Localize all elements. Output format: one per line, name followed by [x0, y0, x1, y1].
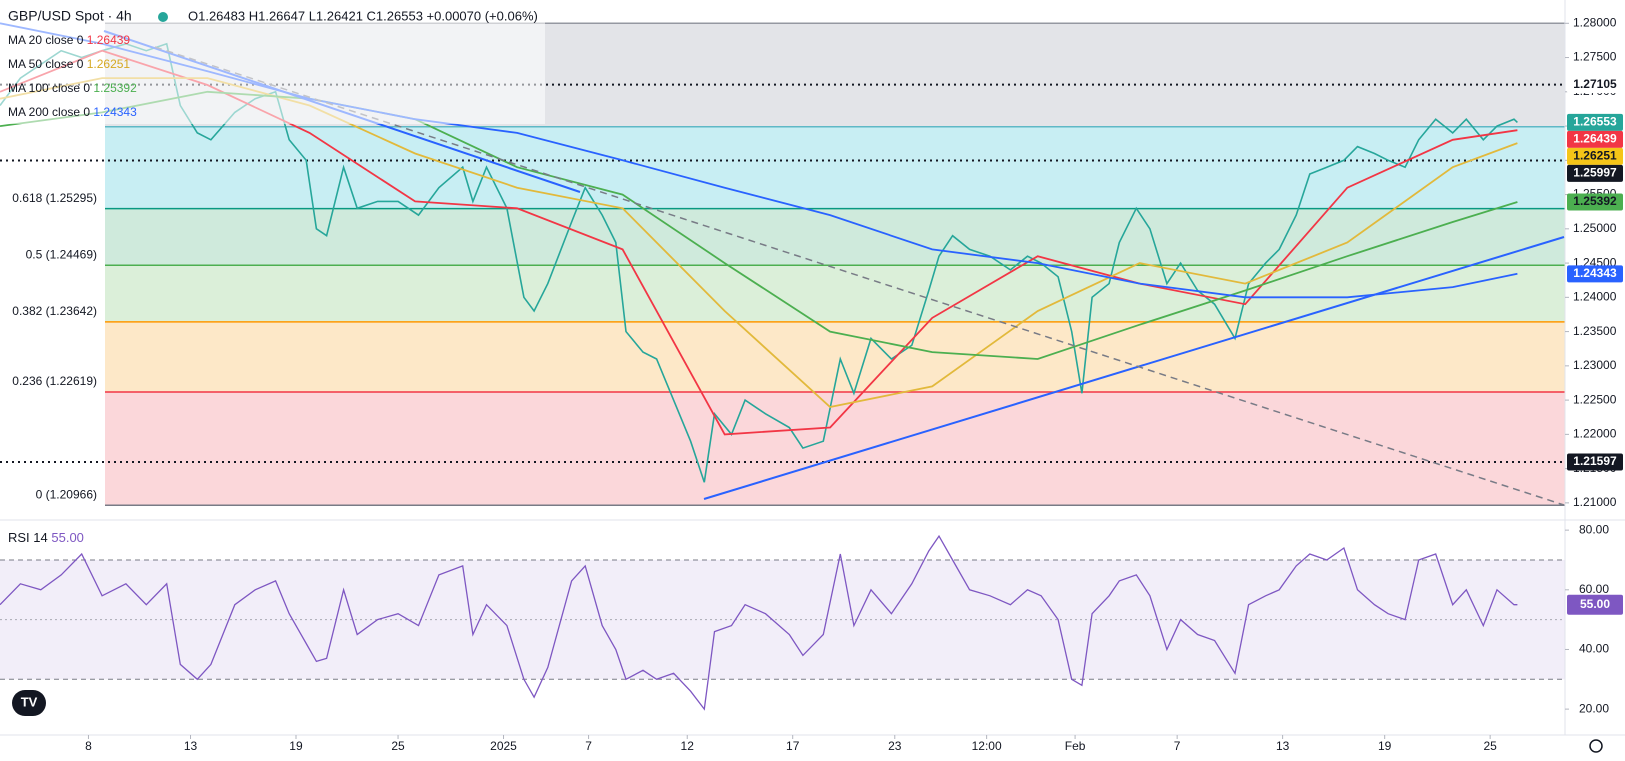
x-tick-label: 13	[1276, 739, 1290, 753]
ma-name: MA 20 close 0	[8, 33, 84, 47]
ma-name: MA 200 close 0	[8, 105, 90, 119]
ma-legend: MA 20 close 0 1.26439	[8, 33, 130, 47]
price-badge	[1567, 113, 1623, 131]
y-tick-label: 80.00	[1579, 522, 1609, 536]
fib-band	[105, 391, 1565, 506]
price-badge	[1567, 147, 1623, 165]
trend-line	[703, 236, 1565, 500]
x-tick-label: 25	[1483, 739, 1497, 753]
x-tick-label: 12	[681, 739, 695, 753]
ma-legend: MA 200 close 0 1.24343	[8, 105, 137, 119]
fib-band	[105, 321, 1565, 392]
y-tick-label: 1.28000	[1573, 15, 1617, 29]
legend-background	[0, 2, 545, 124]
y-tick-label: 40.00	[1579, 642, 1609, 656]
x-tick-label: 19	[1378, 739, 1392, 753]
overlay: 1.280001.275001.270001.265001.260001.255…	[85, 15, 1623, 753]
price-line-series	[0, 42, 1518, 483]
x-tick-label: 23	[888, 739, 902, 753]
x-tick-label: 25	[391, 739, 405, 753]
price-badge-label: 1.26553	[1573, 115, 1617, 129]
x-tick-label: 13	[184, 739, 198, 753]
y-tick-label: 1.22000	[1573, 427, 1617, 441]
settings-icon[interactable]	[1589, 739, 1603, 753]
logo: TV	[12, 690, 46, 716]
ma-value: 1.26439	[87, 33, 131, 47]
x-tick-label: 8	[85, 739, 92, 753]
rsi-badge	[1567, 594, 1623, 615]
price-badge	[1567, 76, 1623, 94]
price-badge	[1567, 164, 1623, 182]
rsi-name: RSI 14	[8, 530, 48, 545]
fib-band	[105, 265, 1565, 322]
plot	[0, 22, 1565, 711]
price-badge	[1567, 193, 1623, 211]
x-tick-label: 2025	[490, 739, 517, 753]
symbol-title: GBP/USD Spot · 4h	[8, 8, 132, 24]
rsi-title: RSI 14 55.00	[8, 530, 84, 545]
x-tick-label: 12:00	[972, 739, 1002, 753]
ma-value: 1.25392	[93, 81, 137, 95]
ma-value: 1.26251	[87, 57, 131, 71]
price-badge	[1567, 130, 1623, 148]
y-tick-label: 1.24000	[1573, 290, 1617, 304]
y-tick-label: 1.22500	[1573, 392, 1617, 406]
fib-label: 0.618 (1.25295)	[12, 191, 97, 205]
price-badge-label: 1.24343	[1573, 266, 1617, 280]
price-badge-label: 1.27105	[1573, 77, 1617, 91]
y-tick-label: 1.25000	[1573, 221, 1617, 235]
ma-legend: MA 50 close 0 1.26251	[8, 57, 130, 71]
fib-bands: 0.618 (1.25295) 0.5 (1.24469) 0.382 (1.236…	[0, 22, 1565, 506]
fib-band	[105, 126, 1565, 209]
y-tick-label: 1.23500	[1573, 324, 1617, 338]
fib-label: 0.5 (1.24469)	[26, 247, 97, 261]
y-tick-label: 1.23000	[1573, 358, 1617, 372]
ohlc: O1.26483 H1.26647 L1.26421 C1.26553 +0.0…	[188, 8, 538, 23]
rsi-badge-label: 55.00	[1580, 597, 1610, 611]
y-tick-label: 1.27500	[1573, 50, 1617, 64]
ma-value: 1.24343	[93, 105, 137, 119]
price-badge-label: 1.25997	[1573, 166, 1617, 180]
y-tick-label: 60.00	[1579, 582, 1609, 596]
y-tick-label: 20.00	[1579, 701, 1609, 715]
rsi-line	[0, 534, 1518, 711]
x-tick-label: 7	[1174, 739, 1181, 753]
price-badge-label: 1.21597	[1573, 454, 1617, 468]
fib-label: 0.236 (1.22619)	[12, 374, 97, 388]
market-status	[158, 12, 168, 22]
ma-name: MA 50 close 0	[8, 57, 84, 71]
rsi-value: 55.00	[51, 530, 84, 545]
fib-label: 0.382 (1.23642)	[12, 304, 97, 318]
price-badge	[1567, 453, 1623, 471]
y-tick-label: 1.21000	[1573, 495, 1617, 509]
x-tick-label: 17	[786, 739, 800, 753]
price-badge-label: 1.25392	[1573, 194, 1617, 208]
price-badge-label: 1.26251	[1573, 149, 1617, 163]
fib-label: 0 (1.20966)	[36, 487, 97, 501]
x-tick-label: 19	[289, 739, 303, 753]
ma-name: MA 100 close 0	[8, 81, 90, 95]
price-badge	[1567, 265, 1623, 283]
svg-text:TV: TV	[21, 694, 38, 709]
x-tick-label: 7	[585, 739, 592, 753]
x-tick-label: Feb	[1065, 739, 1086, 753]
ma-legend: MA 100 close 0 1.25392	[8, 81, 137, 95]
price-badge-label: 1.26439	[1573, 132, 1617, 146]
